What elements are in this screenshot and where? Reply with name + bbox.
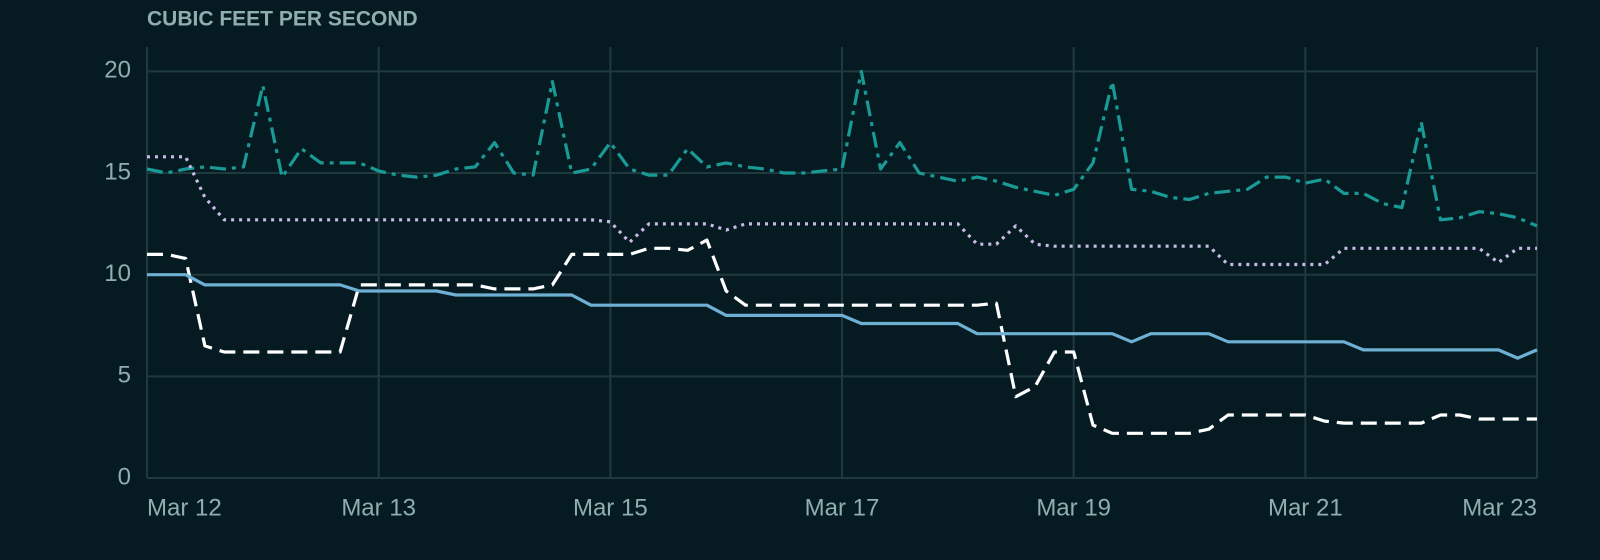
x-tick-label: Mar 21 [1268, 494, 1343, 521]
y-tick-label: 0 [118, 463, 131, 490]
y-tick-label: 10 [104, 260, 131, 287]
data-line [147, 238, 1537, 435]
data-line [147, 155, 1537, 267]
x-tick-label: Mar 23 [1462, 494, 1537, 521]
x-tick-label: Mar 13 [341, 494, 416, 521]
data-line [146, 69, 1538, 228]
y-tick-label: 20 [104, 57, 131, 84]
x-tick-label: Mar 19 [1036, 494, 1111, 521]
y-tick-label: 15 [104, 158, 131, 185]
x-tick-label: Mar 15 [573, 494, 648, 521]
x-tick-label: Mar 12 [147, 494, 222, 521]
x-tick-label: Mar 17 [805, 494, 880, 521]
chart-title: CUBIC FEET PER SECOND [147, 8, 418, 31]
data-line [147, 273, 1538, 360]
y-tick-label: 5 [118, 362, 131, 389]
